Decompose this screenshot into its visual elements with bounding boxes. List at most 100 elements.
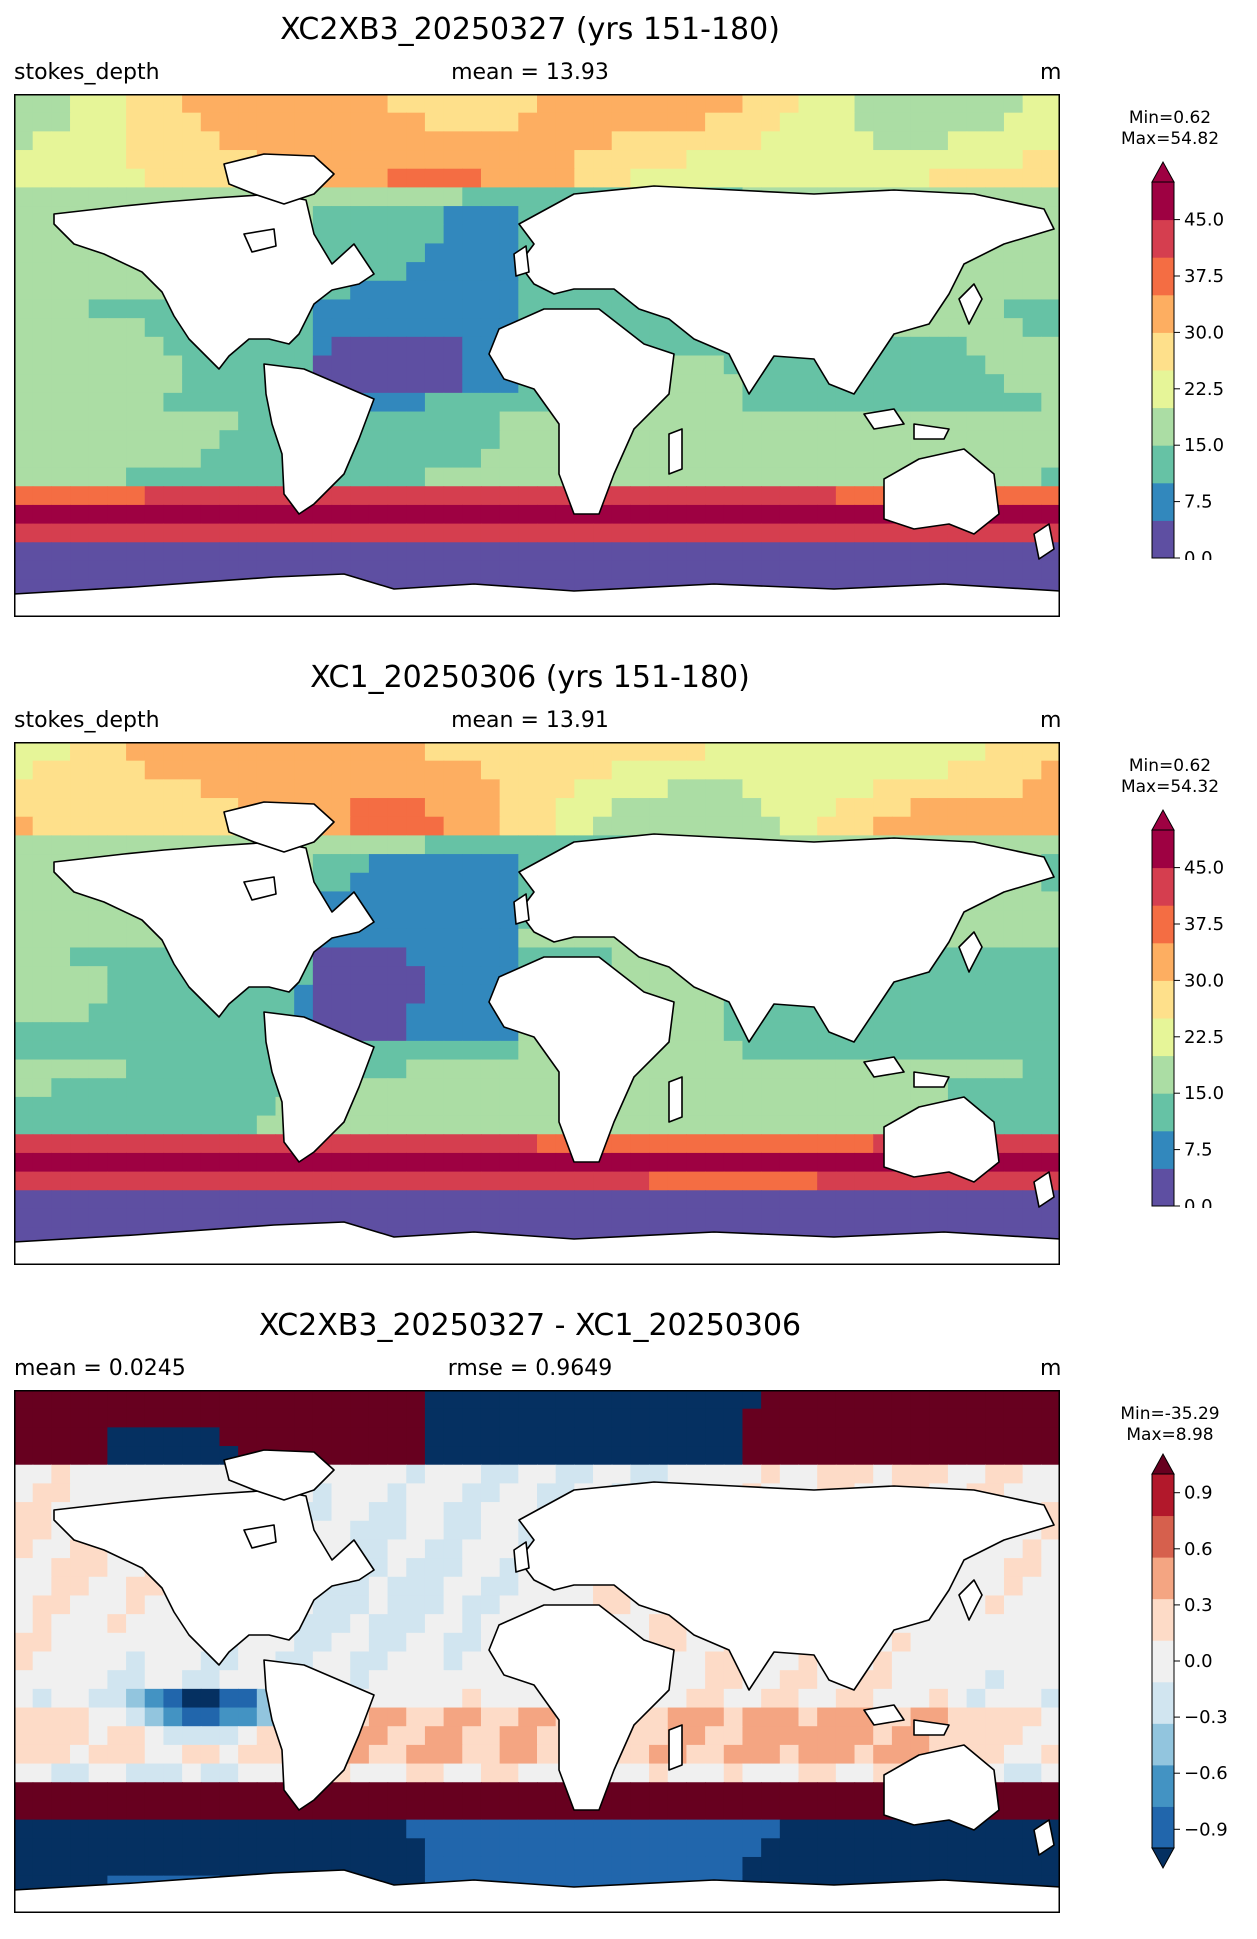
field-cell	[742, 742, 762, 762]
field-cell	[368, 1520, 389, 1541]
field-cell	[51, 1707, 71, 1727]
field-cell	[219, 486, 239, 506]
field-cell	[219, 1171, 239, 1191]
field-cell	[406, 984, 426, 1005]
field-cell	[742, 1408, 762, 1428]
field-cell	[779, 1856, 800, 1877]
field-cell	[518, 411, 538, 431]
field-cell	[686, 1171, 706, 1191]
field-cell	[910, 1190, 930, 1210]
field-cell	[480, 966, 501, 986]
field-cell	[1041, 1040, 1060, 1061]
field-cell	[14, 966, 34, 986]
field-cell	[817, 1744, 837, 1765]
field-cell	[499, 1208, 519, 1229]
field-cell	[518, 542, 538, 562]
field-cell	[70, 486, 90, 506]
field-cell	[107, 1096, 127, 1117]
field-cell	[406, 336, 426, 357]
field-cell	[14, 928, 34, 949]
field-cell	[854, 1800, 874, 1821]
field-cell	[406, 1408, 426, 1428]
field-cell	[200, 1800, 221, 1821]
field-cell	[331, 1446, 351, 1466]
field-cell	[200, 1763, 221, 1783]
field-cell	[985, 1446, 1005, 1466]
field-cell	[742, 1782, 762, 1802]
field-cell	[350, 448, 370, 469]
field-cell	[1041, 1539, 1060, 1559]
field-cell	[51, 1595, 71, 1615]
field-cell	[331, 336, 351, 357]
field-cell	[14, 854, 34, 874]
field-cell	[891, 112, 912, 132]
field-cell	[219, 504, 239, 525]
field-cell	[630, 1800, 650, 1821]
field-cell	[219, 1688, 239, 1709]
field-cell	[144, 760, 165, 780]
field-cell	[555, 760, 575, 780]
field-cell	[406, 1800, 426, 1821]
field-cell	[891, 392, 912, 413]
field-cell	[51, 1115, 71, 1135]
field-cell	[443, 523, 463, 543]
field-cell	[163, 355, 183, 375]
field-cell	[761, 542, 781, 562]
field-cell	[144, 542, 165, 562]
field-cell	[985, 262, 1005, 282]
field-cell	[1003, 1408, 1024, 1428]
field-cell	[518, 131, 538, 151]
field-cell	[835, 542, 856, 562]
land-outline	[14, 1221, 1060, 1265]
field-cell	[424, 224, 445, 245]
field-cell	[705, 1171, 725, 1191]
field-cell	[312, 131, 333, 151]
field-cell	[910, 1427, 930, 1447]
field-cell	[854, 1078, 874, 1098]
field-cell	[985, 448, 1005, 469]
field-cell	[443, 1078, 463, 1098]
field-cell	[480, 467, 501, 487]
field-cell	[499, 448, 519, 469]
field-cell	[350, 374, 370, 394]
field-cell	[70, 374, 90, 394]
field-cell	[424, 523, 445, 543]
field-cell	[144, 560, 165, 581]
field-cell	[686, 760, 706, 780]
field-cell	[723, 392, 744, 413]
field-cell	[219, 467, 239, 487]
field-cell	[649, 1078, 669, 1098]
field-cell	[368, 1096, 389, 1117]
colorbar-segment	[1152, 332, 1174, 371]
field-cell	[686, 1096, 706, 1117]
field-cell	[32, 448, 52, 469]
field-cell	[742, 1763, 762, 1783]
field-cell	[611, 1782, 631, 1802]
field-cell	[480, 760, 501, 780]
field-cell	[387, 150, 407, 170]
field-cell	[649, 798, 669, 818]
field-cell	[835, 1390, 856, 1410]
field-cell	[406, 392, 426, 413]
field-cell	[256, 448, 277, 469]
field-cell	[350, 1208, 370, 1229]
field-cell	[1003, 779, 1024, 799]
field-cell	[424, 542, 445, 562]
field-cell	[406, 1502, 426, 1522]
field-cell	[462, 206, 482, 226]
field-cell	[163, 1115, 183, 1135]
field-cell	[443, 168, 463, 188]
field-cell	[854, 1171, 874, 1191]
field-cell	[462, 131, 482, 151]
field-cell	[163, 374, 183, 394]
field-cell	[275, 1427, 295, 1447]
field-cell	[480, 1800, 501, 1821]
field-cell	[406, 742, 426, 762]
field-cell	[686, 1688, 706, 1709]
field-cell	[14, 1483, 34, 1503]
field-cell	[462, 742, 482, 762]
field-cell	[817, 1408, 837, 1428]
field-cell	[219, 742, 239, 762]
field-cell	[424, 1632, 445, 1653]
field-cell	[723, 411, 744, 431]
